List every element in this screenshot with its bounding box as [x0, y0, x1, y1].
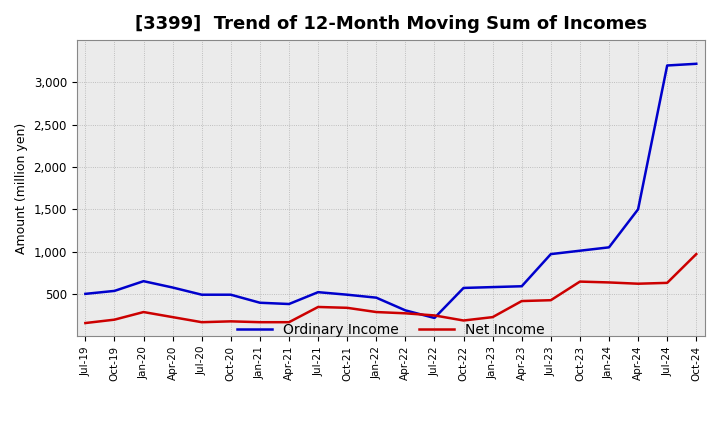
Net Income [488, 315, 497, 320]
Ordinary Income [430, 315, 438, 321]
Ordinary Income [168, 285, 177, 290]
Ordinary Income [372, 295, 381, 301]
Ordinary Income [459, 285, 468, 290]
Legend: Ordinary Income, Net Income: Ordinary Income, Net Income [231, 317, 550, 342]
Line: Ordinary Income: Ordinary Income [86, 64, 696, 318]
Net Income [546, 297, 555, 303]
Ordinary Income [314, 290, 323, 295]
Net Income [343, 305, 351, 311]
Ordinary Income [284, 301, 293, 307]
Ordinary Income [518, 284, 526, 289]
Net Income [284, 319, 293, 325]
Net Income [227, 319, 235, 324]
Ordinary Income [663, 63, 672, 68]
Net Income [518, 298, 526, 304]
Net Income [575, 279, 584, 284]
Y-axis label: Amount (million yen): Amount (million yen) [15, 122, 28, 254]
Net Income [634, 281, 642, 286]
Net Income [663, 280, 672, 286]
Ordinary Income [401, 308, 410, 313]
Ordinary Income [227, 292, 235, 297]
Net Income [256, 319, 264, 325]
Ordinary Income [605, 245, 613, 250]
Net Income [605, 280, 613, 285]
Net Income [459, 318, 468, 323]
Net Income [692, 252, 701, 257]
Net Income [139, 309, 148, 315]
Ordinary Income [110, 288, 119, 293]
Net Income [314, 304, 323, 310]
Ordinary Income [197, 292, 206, 297]
Ordinary Income [139, 279, 148, 284]
Net Income [81, 320, 90, 326]
Ordinary Income [546, 252, 555, 257]
Net Income [110, 317, 119, 322]
Title: [3399]  Trend of 12-Month Moving Sum of Incomes: [3399] Trend of 12-Month Moving Sum of I… [135, 15, 647, 33]
Net Income [168, 315, 177, 320]
Ordinary Income [256, 300, 264, 305]
Ordinary Income [488, 284, 497, 290]
Ordinary Income [692, 61, 701, 66]
Line: Net Income: Net Income [86, 254, 696, 323]
Ordinary Income [81, 291, 90, 297]
Net Income [430, 313, 438, 318]
Ordinary Income [575, 248, 584, 253]
Ordinary Income [634, 207, 642, 212]
Net Income [197, 319, 206, 325]
Ordinary Income [343, 292, 351, 297]
Net Income [372, 309, 381, 315]
Net Income [401, 311, 410, 316]
